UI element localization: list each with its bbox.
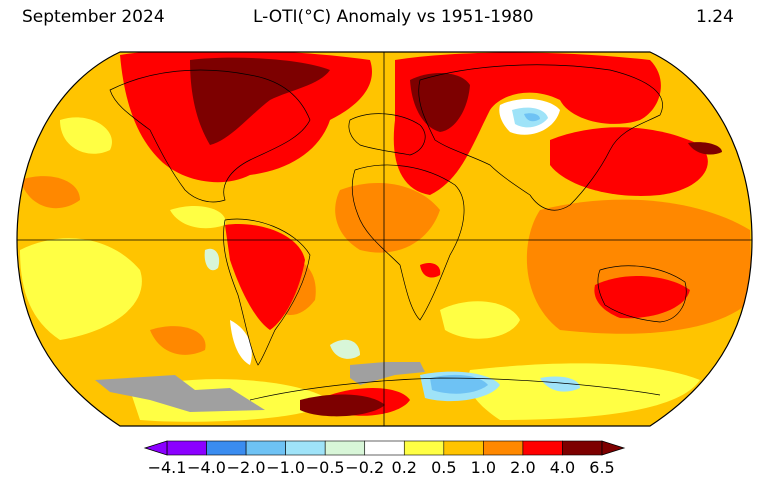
colorbar-tick-label: −0.5 [305,458,345,477]
colorbar-high-extension [601,440,626,456]
anomaly-map [16,51,753,427]
colorbar-segment [364,440,405,456]
colorbar-tick-label: −1.0 [266,458,306,477]
colorbar-segment [324,440,366,456]
colorbar-segment [522,440,563,456]
anomaly-darkred-regions [190,57,722,417]
coastlines [109,64,687,401]
map-title: L-OTI(°C) Anomaly vs 1951-1980 [253,7,534,27]
global-mean-anomaly: 1.24 [696,7,734,27]
colorbar-segment [206,440,247,456]
map-date: September 2024 [22,7,165,27]
colorbar-tick-label: −4.0 [187,458,226,477]
colorbar-tick-label: 1.0 [470,458,497,477]
colorbar-segment [166,440,207,456]
colorbar-segment [245,440,286,456]
colorbar-tick-label: −0.2 [345,458,385,477]
colorbar-segment [562,440,603,456]
colorbar-segment [483,440,524,456]
anomaly-cool-regions [204,98,580,402]
colorbar-segments [166,440,603,456]
colorbar-segment [285,440,326,456]
colorbar-tick-label: 0.5 [431,458,457,477]
colorbar-low-extension [143,440,168,456]
colorbar-tick-label: 0.2 [391,458,417,477]
colorbar-tick-label: 6.5 [589,458,615,477]
colorbar-segment [403,440,445,456]
colorbar-tick-label: −2.0 [226,458,266,477]
colorbar-tick-label: 4.0 [549,458,576,477]
colorbar-tick-label: −4.1 [147,458,187,477]
colorbar-tick-label: 2.0 [510,458,536,477]
colorbar-segment [443,440,484,456]
anomaly-orange-regions [20,176,752,355]
missing-data-regions [95,362,425,412]
